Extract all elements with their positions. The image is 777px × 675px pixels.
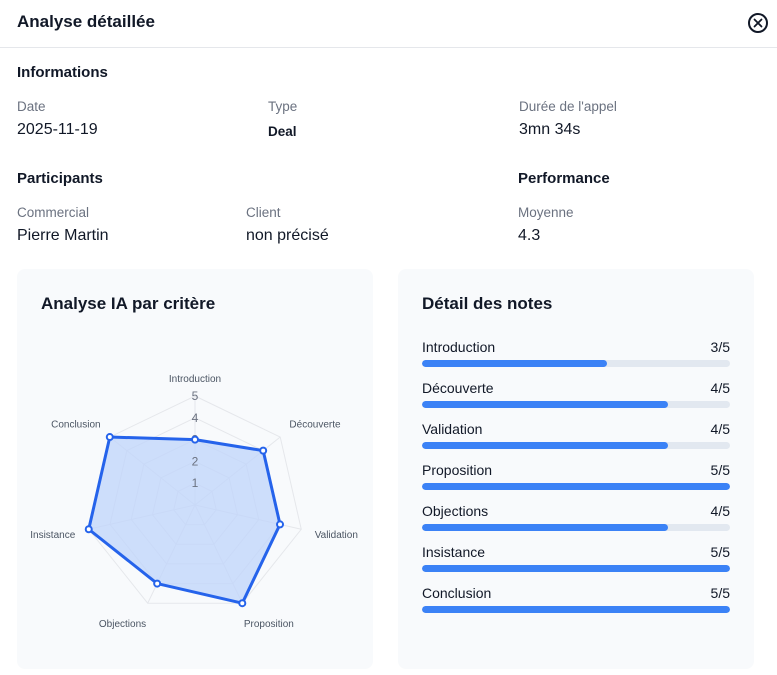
note-progress-fill [422, 524, 669, 531]
note-progress-track [422, 360, 730, 367]
note-progress-fill [422, 360, 607, 367]
note-progress-track [422, 401, 730, 408]
radar-card: Analyse IA par critère 12345Introduction… [17, 269, 373, 669]
notes-card: Détail des notes Introduction 3/5 Découver… [398, 269, 754, 669]
note-label: Insistance [422, 544, 486, 560]
note-row: Introduction 3/5 [422, 339, 730, 373]
note-progress-fill [422, 606, 730, 613]
modal-header: Analyse détaillée [0, 0, 777, 48]
date-label: Date [17, 99, 46, 114]
note-progress-track [422, 483, 730, 490]
client-label: Client [246, 205, 281, 220]
radar-point-validation [276, 520, 285, 529]
note-score: 4/5 [710, 421, 730, 437]
radar-title: Analyse IA par critère [41, 294, 216, 313]
radar-tick-label: 2 [192, 454, 199, 468]
date-value: 2025-11-19 [17, 121, 98, 138]
note-progress-track [422, 442, 730, 449]
note-progress-fill [422, 401, 669, 408]
note-progress-fill [422, 442, 669, 449]
radar-axis-label-objections: Objections [99, 619, 146, 630]
note-label: Conclusion [422, 585, 492, 601]
note-label: Introduction [422, 339, 496, 355]
note-row: Conclusion 5/5 [422, 585, 730, 619]
modal-title: Analyse détaillée [17, 12, 155, 31]
radar-tick-label: 1 [192, 476, 199, 490]
radar-point-objections [153, 579, 162, 588]
client-value: non précisé [246, 227, 329, 244]
note-label: Découverte [422, 380, 494, 396]
average-value: 4.3 [518, 227, 541, 244]
radar-axis-label-découverte: Découverte [289, 419, 341, 430]
commercial-label: Commercial [17, 205, 90, 220]
note-row: Validation 4/5 [422, 421, 730, 455]
radar-tick-label: 5 [192, 389, 199, 403]
note-label: Validation [422, 421, 483, 437]
duration-label: Durée de l'appel [519, 99, 617, 114]
close-button[interactable] [748, 13, 768, 33]
note-progress-fill [422, 565, 730, 572]
radar-point-conclusion [105, 433, 114, 442]
radar-axis-label-introduction: Introduction [169, 374, 221, 385]
note-score: 4/5 [710, 503, 730, 519]
type-label: Type [268, 99, 298, 114]
notes-title: Détail des notes [422, 294, 553, 313]
note-label: Objections [422, 503, 489, 519]
radar-chart: 12345IntroductionDécouverteValidationPro… [30, 374, 358, 630]
informations-title: Informations [17, 64, 108, 81]
note-score: 5/5 [710, 544, 730, 560]
radar-point-proposition [238, 599, 247, 608]
note-progress-track [422, 565, 730, 572]
radar-point-introduction [191, 435, 199, 444]
note-row: Insistance 5/5 [422, 544, 730, 578]
radar-axis-label-conclusion: Conclusion [51, 419, 100, 430]
note-progress-track [422, 606, 730, 613]
close-icon [753, 18, 763, 28]
note-label: Proposition [422, 462, 493, 478]
radar-axis-label-proposition: Proposition [244, 619, 294, 630]
note-score: 5/5 [710, 462, 730, 478]
commercial-value: Pierre Martin [17, 227, 109, 244]
note-score: 5/5 [710, 585, 730, 601]
radar-point-insistance [84, 525, 93, 534]
duration-value: 3mn 34s [519, 121, 581, 138]
performance-title: Performance [518, 170, 610, 187]
radar-point-découverte [259, 446, 268, 455]
participants-title: Participants [17, 170, 103, 187]
average-label: Moyenne [518, 205, 574, 220]
note-score: 3/5 [710, 339, 730, 355]
radar-series-area [87, 435, 282, 605]
radar-axis-label-insistance: Insistance [30, 530, 75, 541]
note-row: Découverte 4/5 [422, 380, 730, 414]
note-row: Objections 4/5 [422, 503, 730, 537]
note-score: 4/5 [710, 380, 730, 396]
note-progress-track [422, 524, 730, 531]
radar-axis-label-validation: Validation [315, 530, 358, 541]
note-row: Proposition 5/5 [422, 462, 730, 496]
note-progress-fill [422, 483, 730, 490]
type-value: Deal [268, 124, 297, 139]
radar-tick-label: 4 [192, 411, 199, 425]
